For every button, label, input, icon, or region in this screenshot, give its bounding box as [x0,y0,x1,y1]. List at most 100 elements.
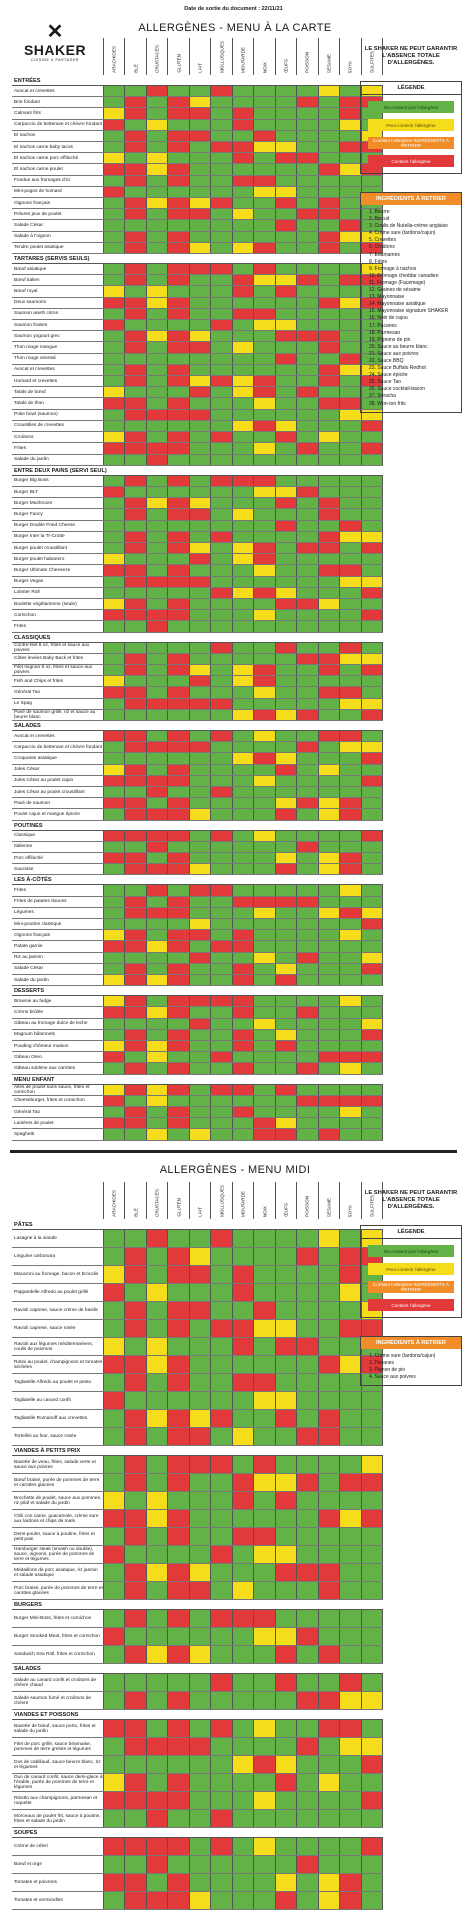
dish-name: Salade César [14,966,44,972]
allergen-cell [253,286,275,297]
allergen-cell [253,1266,275,1283]
allergen-cell [253,1018,275,1029]
allergen-cell [103,1007,125,1018]
allergen-cell [145,186,168,198]
allergen-cell [124,587,146,598]
allergen-cell [231,1029,254,1041]
allergen-cell [103,1029,125,1041]
allergen-cell [317,576,340,587]
allergen-cell [124,376,146,387]
allergen-cell [274,1838,297,1855]
section-header: LES À-CÔTÉS [12,875,383,886]
allergen-cell [188,520,211,531]
ingredient-item: 5. Crevettes [369,237,396,244]
allergen-cell [210,97,232,108]
allergen-cell [103,1792,125,1809]
allergen-cell [167,186,189,198]
allergen-cell [167,809,189,820]
allergen-cell [145,1856,168,1873]
allergen-cell [231,798,254,809]
allergen-cell [253,509,275,520]
allergen-cell [296,175,318,186]
ingredient-item: 25. Sauce Tao [369,379,401,386]
allergen-cells [103,642,384,653]
allergen-cell [317,554,340,565]
allergen-cell [167,853,189,864]
allergen-cell [339,565,361,576]
column-header: ŒUFS [274,38,296,75]
allergen-cell [188,275,211,286]
allergen-cell [167,621,189,632]
dish-name: Lobster Roll [14,590,40,596]
allergen-cell [231,1792,254,1809]
allergen-cell [210,142,232,153]
allergen-cell [253,1810,275,1827]
allergen-cells [103,209,384,220]
allergen-cell [210,498,232,509]
section-header: VIANDES À PETITS PRIX [12,1446,383,1456]
allergen-cells [103,598,384,610]
allergen-cell [210,297,232,308]
allergen-cell [339,1674,361,1691]
allergen-cell [253,930,275,941]
table-row: Tataki de bœuf [12,387,384,399]
allergen-cell [231,653,254,664]
dish-name: Burger Ultimate Cheeseze [14,567,71,573]
table-row: Filet mignon 8 oz, frites et sauce aux p… [12,664,384,677]
allergen-cell [167,742,189,753]
allergen-cell [188,975,211,986]
allergen-cell [145,342,168,353]
allergen-cell [296,1095,318,1107]
allergen-cell [167,764,189,775]
allergen-cell [296,610,318,621]
allergen-cell [210,687,232,698]
allergen-cell [188,119,211,130]
table-row: Tomates et poivrons [12,1874,384,1892]
allergen-cell [167,775,189,786]
allergen-cell [231,1646,254,1663]
allergen-cell [167,509,189,520]
allergen-cell [167,130,189,142]
allergen-cell [317,308,340,320]
allergen-cell [145,231,168,242]
dish-name: Tomates et vermicelles [14,1898,63,1903]
allergen-cell [253,952,275,963]
allergen-cells [103,342,384,353]
allergen-cell [124,1356,146,1373]
allergen-cell [317,209,340,220]
allergen-cells [103,231,384,242]
brand-name: SHAKER [23,42,87,58]
allergen-cell [103,364,125,376]
allergen-cells [103,996,384,1007]
allergen-cell [124,1492,146,1509]
allergen-cells [103,975,384,986]
column-header-label: GLUTEN [176,54,182,73]
allergen-cell [317,1738,340,1755]
allergen-cell [296,376,318,387]
allergen-cell [296,676,318,687]
allergen-cell [103,1041,125,1052]
table-row: Contre-filet 8 oz, frites et sauce aux p… [12,642,384,654]
allergen-cell [274,1041,297,1052]
ingredient-item: 6. Croûtons [369,244,395,251]
section-divider [10,1150,457,1153]
allergen-cell [188,97,211,108]
allergen-cell [231,1738,254,1755]
allergen-cell [253,621,275,632]
carte-allergen-table: ENTRÉES Avocat et crevettes Brie fondant Ca… [12,76,384,1142]
allergen-cell [124,764,146,775]
allergen-cell [360,853,384,864]
allergen-cell [231,786,254,798]
allergen-cell [274,1063,297,1074]
allergen-cell [231,709,254,720]
allergen-cells [103,443,384,454]
table-row: El nachos [12,130,384,143]
column-header: POISSON [296,38,317,75]
allergen-cells [103,1374,384,1391]
allergen-cell [124,153,146,164]
table-row: Ravioli caprese, sauce crème de basilic [12,1302,384,1320]
allergen-cell [167,952,189,963]
dish-name: Croûtons [14,434,34,440]
allergen-cell [103,930,125,941]
allergen-cell [317,952,340,963]
